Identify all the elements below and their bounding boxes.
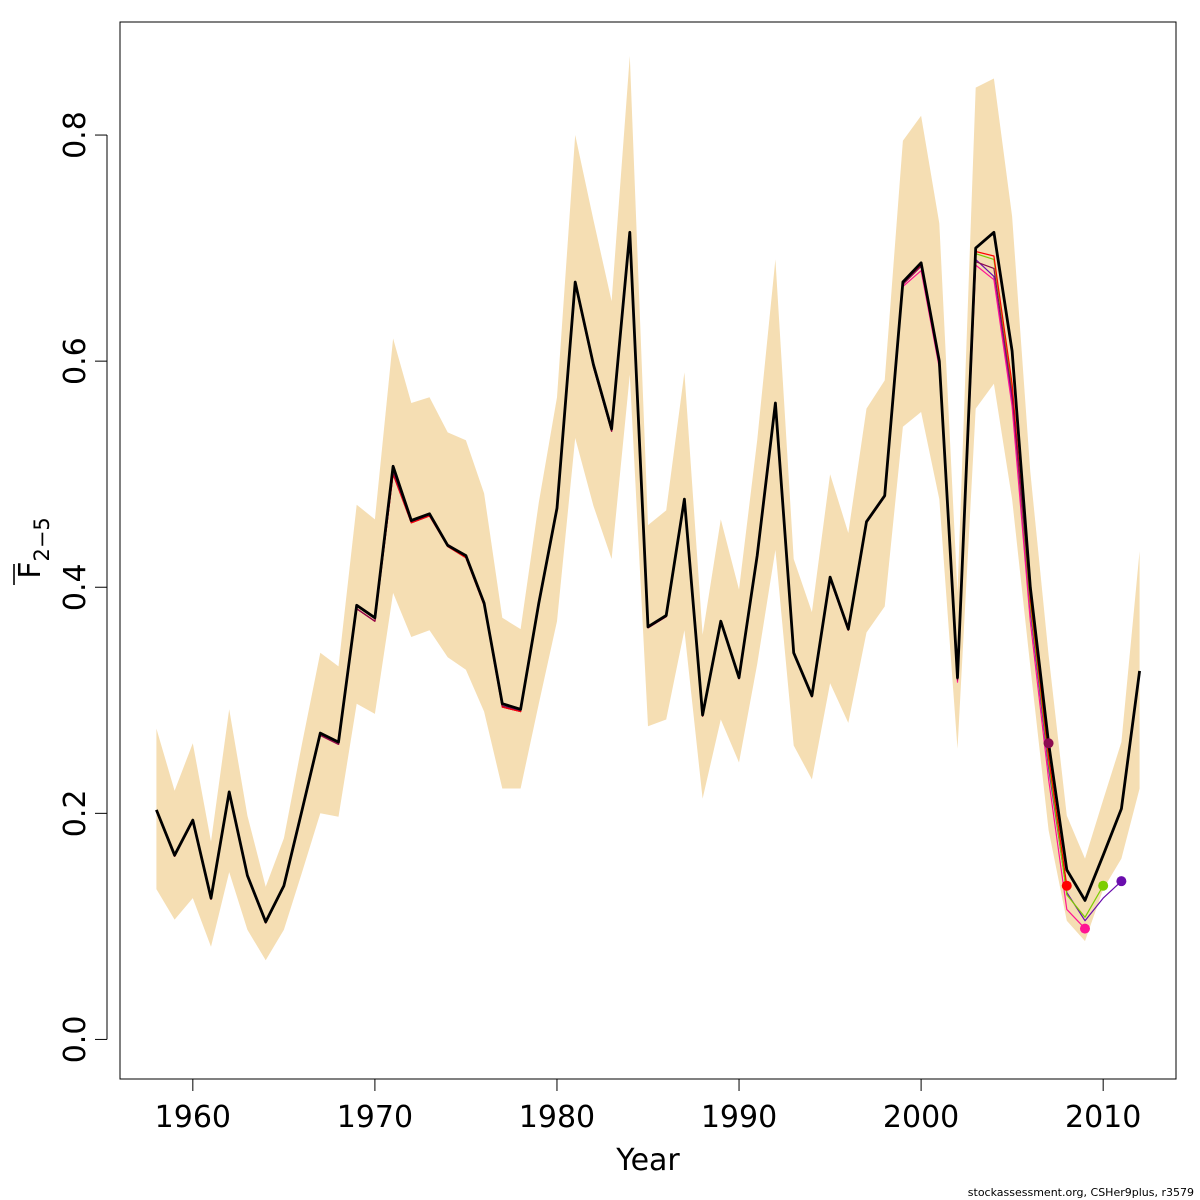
x-tick-label: 2000 — [883, 1100, 959, 1135]
series-end-point — [1043, 738, 1054, 749]
confidence-band — [156, 55, 1140, 961]
x-tick-label: 1990 — [701, 1100, 777, 1135]
y-tick-label: 0.8 — [58, 111, 93, 159]
y-axis-title-sub: 2−5 — [30, 517, 54, 561]
y-axis-title-main: F — [13, 562, 48, 579]
series-end-points-layer — [1043, 738, 1127, 934]
y-tick-label: 0.2 — [58, 789, 93, 837]
series-end-point — [1098, 880, 1109, 891]
x-tick-label: 1960 — [155, 1100, 231, 1135]
y-axis: 0.0 0.2 0.4 0.6 0.8 — [58, 111, 108, 1064]
y-axis-title: F2−5 — [13, 517, 54, 585]
y-tick-label: 0.0 — [58, 1016, 93, 1064]
x-tick-label: 2010 — [1065, 1100, 1141, 1135]
svg-text:F2−5: F2−5 — [13, 517, 54, 579]
series-end-point — [1061, 880, 1072, 891]
series-end-point — [1116, 876, 1127, 887]
footer-credit: stockassessment.org, CSHer9plus, r3579 — [968, 1186, 1194, 1199]
series-lines-layer — [155, 230, 1141, 930]
x-tick-label: 1980 — [519, 1100, 595, 1135]
y-tick-label: 0.6 — [58, 337, 93, 385]
y-tick-label: 0.4 — [58, 563, 93, 611]
x-axis: 1960 1970 1980 1990 2000 2010 — [155, 1078, 1141, 1135]
confidence-band-layer — [156, 55, 1140, 961]
series-line-main — [155, 230, 1141, 924]
x-axis-title: Year — [615, 1143, 680, 1178]
x-tick-label: 1970 — [337, 1100, 413, 1135]
series-end-point — [1079, 923, 1090, 934]
